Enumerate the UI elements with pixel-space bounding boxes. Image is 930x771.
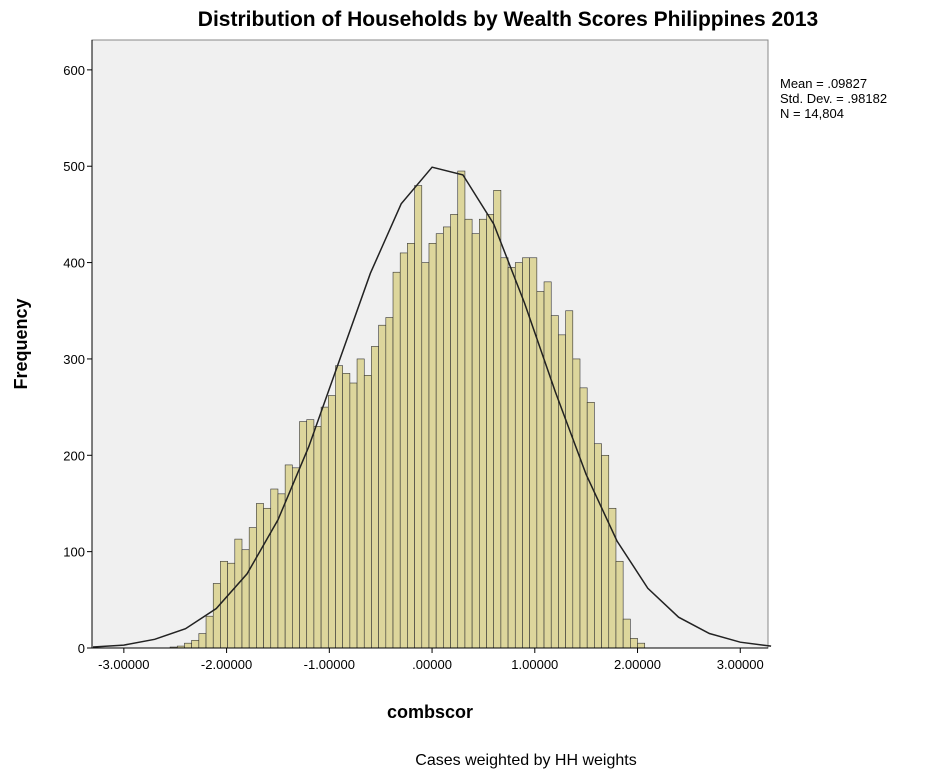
bar [349,382,358,649]
bar [191,639,200,649]
bar [234,538,243,649]
bar [363,375,372,649]
normal-curve [92,166,772,648]
y-tick-label: 400 [63,256,85,271]
bar [486,214,494,649]
chart-title: Distribution of Households by Wealth Sco… [198,8,818,31]
bar [637,642,646,649]
bar [212,583,221,649]
stat-label: Std. Dev. = .98182 [780,91,887,106]
bar [356,358,365,649]
x-tick-label: 1.00000 [511,657,558,672]
bar [385,317,394,649]
bar [198,633,207,649]
x-tick-label: .00000 [412,657,452,672]
bar [292,467,300,649]
y-tick-label: 500 [63,159,85,174]
bar [514,262,523,649]
x-tick-label: -2.00000 [201,657,252,672]
bar [586,401,595,649]
bar [572,358,581,649]
bar [256,503,264,649]
bar [313,426,322,649]
bar [220,560,228,649]
y-tick-label: 0 [78,641,85,656]
bar [558,334,566,649]
bar [579,387,588,649]
bar [335,365,343,649]
bar [399,252,408,649]
y-tick-label: 600 [63,63,85,78]
bar [435,233,444,649]
bar [270,488,279,649]
bar [543,281,552,649]
bar [493,190,502,649]
bar [205,615,214,649]
footnote: Cases weighted by HH weights [415,752,636,769]
y-axis-label: Frequency [11,298,31,389]
bar [407,243,415,649]
bar [565,310,574,649]
bar [443,226,451,649]
bar [471,233,480,649]
bar [392,271,401,649]
x-tick-label: 3.00000 [717,657,764,672]
bar [601,454,610,649]
bar [615,560,624,649]
bar [550,315,559,649]
bar [184,642,192,649]
bar [450,214,459,649]
bar [342,373,351,649]
bar [507,267,516,649]
x-tick-label: -1.00000 [304,657,355,672]
bar [479,218,487,649]
bar [457,170,466,649]
y-tick-label: 300 [63,352,85,367]
bar [306,419,315,649]
bar [320,406,329,649]
y-tick-label: 200 [63,448,85,463]
bar [630,638,638,649]
bar [378,324,387,649]
bar [263,507,272,649]
bar [241,549,250,649]
bar [414,185,423,649]
bar [371,346,379,649]
stat-label: Mean = .09827 [780,76,867,91]
bar [327,395,336,649]
bar [248,527,257,649]
x-axis-label: combscor [387,702,473,722]
x-tick-label: 2.00000 [614,657,661,672]
stat-label: N = 14,804 [780,106,844,121]
bar [428,243,437,649]
bar [464,218,473,649]
bar [529,257,538,649]
y-tick-label: 100 [63,545,85,560]
bar [421,262,430,649]
bar [594,443,602,649]
x-tick-label: -3.00000 [98,657,149,672]
bar [622,618,631,649]
bar [500,257,509,649]
bar [227,562,236,649]
bar [536,291,545,649]
